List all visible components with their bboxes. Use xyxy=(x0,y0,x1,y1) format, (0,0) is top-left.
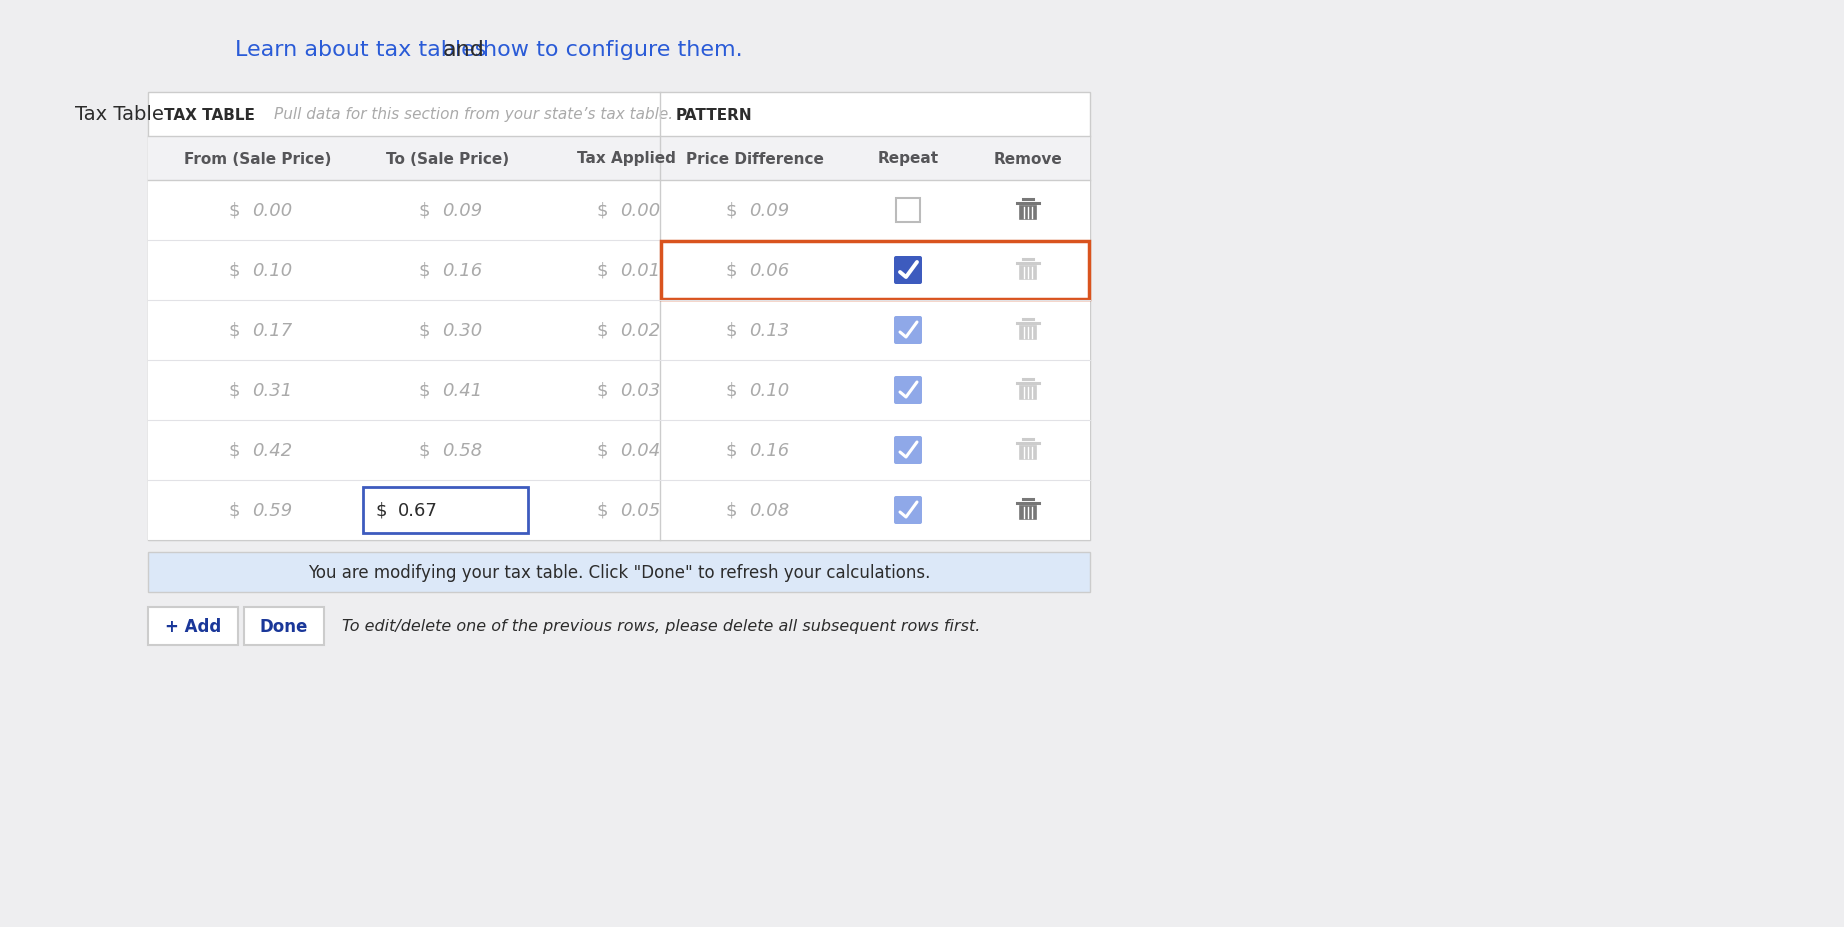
Text: and: and xyxy=(443,40,485,60)
Text: $: $ xyxy=(229,502,240,519)
Text: TAX TABLE: TAX TABLE xyxy=(164,108,254,122)
Bar xyxy=(148,137,1090,181)
Text: 0.10: 0.10 xyxy=(253,261,291,280)
Text: 0.08: 0.08 xyxy=(749,502,789,519)
Bar xyxy=(243,607,325,645)
Text: 0.00: 0.00 xyxy=(253,202,291,220)
Text: 0.16: 0.16 xyxy=(443,261,483,280)
Text: Remove: Remove xyxy=(994,151,1062,166)
Bar xyxy=(148,421,1090,480)
Bar xyxy=(148,480,1090,540)
Bar xyxy=(1020,207,1036,220)
Bar xyxy=(1020,447,1036,460)
Text: Pull data for this section from your state’s tax table.: Pull data for this section from your sta… xyxy=(275,108,673,122)
Text: $: $ xyxy=(596,502,607,519)
FancyBboxPatch shape xyxy=(896,198,920,222)
Text: $: $ xyxy=(229,382,240,400)
Text: 0.05: 0.05 xyxy=(620,502,660,519)
Bar xyxy=(1020,387,1036,400)
Text: $: $ xyxy=(419,382,430,400)
Text: $: $ xyxy=(725,261,736,280)
Text: $: $ xyxy=(596,441,607,460)
Text: $: $ xyxy=(229,441,240,460)
Text: how to configure them.: how to configure them. xyxy=(483,40,743,60)
Text: 0.00: 0.00 xyxy=(620,202,660,220)
FancyBboxPatch shape xyxy=(894,437,922,464)
Text: 0.04: 0.04 xyxy=(620,441,660,460)
FancyBboxPatch shape xyxy=(894,257,922,285)
Text: $: $ xyxy=(725,322,736,339)
Text: 0.10: 0.10 xyxy=(749,382,789,400)
Text: 0.16: 0.16 xyxy=(749,441,789,460)
Bar xyxy=(148,93,1090,540)
Text: 0.41: 0.41 xyxy=(443,382,483,400)
Text: $: $ xyxy=(596,202,607,220)
Text: To (Sale Price): To (Sale Price) xyxy=(387,151,509,166)
Text: $: $ xyxy=(229,202,240,220)
Text: 0.01: 0.01 xyxy=(620,261,660,280)
Text: Price Difference: Price Difference xyxy=(686,151,824,166)
Text: $: $ xyxy=(229,322,240,339)
Text: 0.09: 0.09 xyxy=(749,202,789,220)
Bar xyxy=(1020,267,1036,280)
Text: $: $ xyxy=(725,502,736,519)
Text: 0.31: 0.31 xyxy=(253,382,291,400)
Text: PATTERN: PATTERN xyxy=(677,108,752,122)
Bar xyxy=(148,300,1090,361)
FancyBboxPatch shape xyxy=(894,376,922,404)
Text: 0.09: 0.09 xyxy=(443,202,483,220)
Text: To edit/delete one of the previous rows, please delete all subsequent rows first: To edit/delete one of the previous rows,… xyxy=(341,619,981,634)
Bar xyxy=(660,242,1090,299)
Text: $: $ xyxy=(419,202,430,220)
Text: $: $ xyxy=(419,322,430,339)
Text: 0.30: 0.30 xyxy=(443,322,483,339)
Text: Tax Table: Tax Table xyxy=(76,106,164,124)
Text: 0.42: 0.42 xyxy=(253,441,291,460)
Text: Learn about tax tables: Learn about tax tables xyxy=(234,40,487,60)
Bar xyxy=(148,552,1090,592)
Bar xyxy=(148,361,1090,421)
Text: $: $ xyxy=(725,382,736,400)
Text: Tax Applied: Tax Applied xyxy=(577,151,675,166)
Text: 0.03: 0.03 xyxy=(620,382,660,400)
Text: $: $ xyxy=(419,261,430,280)
Text: 0.17: 0.17 xyxy=(253,322,291,339)
Text: $: $ xyxy=(374,502,387,519)
Text: $: $ xyxy=(229,261,240,280)
FancyBboxPatch shape xyxy=(894,317,922,345)
Text: You are modifying your tax table. Click "Done" to refresh your calculations.: You are modifying your tax table. Click … xyxy=(308,564,929,581)
Text: 0.67: 0.67 xyxy=(398,502,437,519)
Text: $: $ xyxy=(596,261,607,280)
Text: From (Sale Price): From (Sale Price) xyxy=(184,151,332,166)
Bar xyxy=(1020,506,1036,519)
Text: Repeat: Repeat xyxy=(878,151,939,166)
Text: 0.13: 0.13 xyxy=(749,322,789,339)
Text: $: $ xyxy=(596,382,607,400)
Bar xyxy=(363,488,527,533)
Text: 0.59: 0.59 xyxy=(253,502,291,519)
FancyBboxPatch shape xyxy=(894,497,922,525)
Text: Done: Done xyxy=(260,617,308,635)
Text: $: $ xyxy=(725,202,736,220)
Text: $: $ xyxy=(725,441,736,460)
Bar xyxy=(148,241,1090,300)
Text: 0.58: 0.58 xyxy=(443,441,483,460)
Text: 0.02: 0.02 xyxy=(620,322,660,339)
Bar xyxy=(1020,326,1036,339)
Text: + Add: + Add xyxy=(164,617,221,635)
Bar xyxy=(148,607,238,645)
Text: 0.06: 0.06 xyxy=(749,261,789,280)
Bar xyxy=(148,181,1090,241)
Text: $: $ xyxy=(419,441,430,460)
Text: $: $ xyxy=(596,322,607,339)
